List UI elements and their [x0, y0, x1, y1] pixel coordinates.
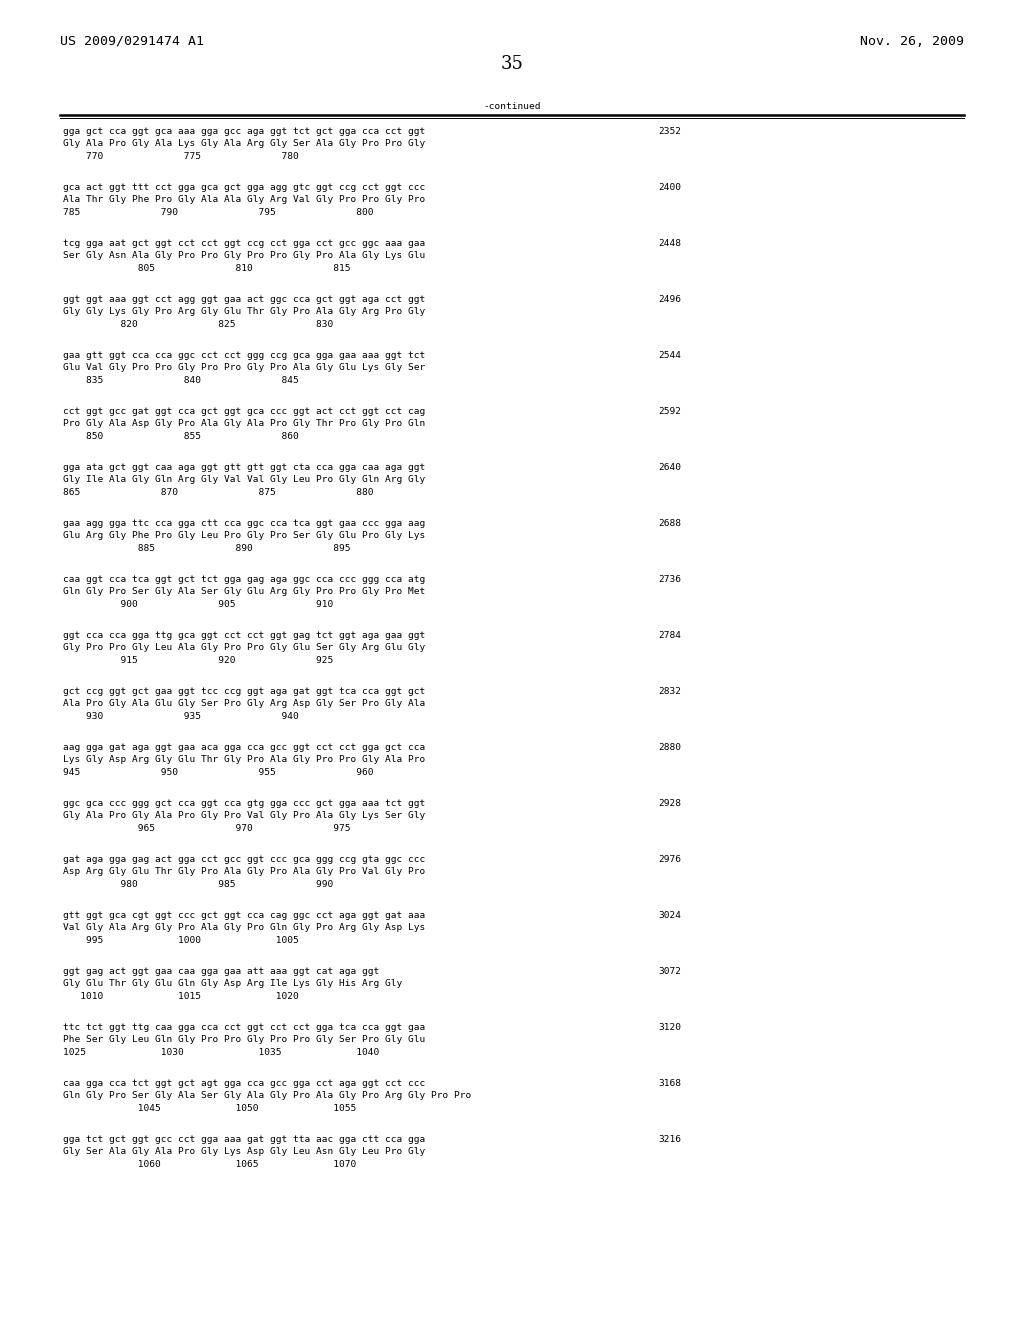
Text: Gly Glu Thr Gly Glu Gln Gly Asp Arg Ile Lys Gly His Arg Gly: Gly Glu Thr Gly Glu Gln Gly Asp Arg Ile …	[63, 979, 402, 989]
Text: 35: 35	[501, 55, 523, 73]
Text: 3120: 3120	[658, 1023, 681, 1032]
Text: 1045             1050             1055: 1045 1050 1055	[63, 1104, 356, 1113]
Text: 3216: 3216	[658, 1135, 681, 1144]
Text: Ala Pro Gly Ala Glu Gly Ser Pro Gly Arg Asp Gly Ser Pro Gly Ala: Ala Pro Gly Ala Glu Gly Ser Pro Gly Arg …	[63, 700, 425, 709]
Text: Lys Gly Asp Arg Gly Glu Thr Gly Pro Ala Gly Pro Pro Gly Ala Pro: Lys Gly Asp Arg Gly Glu Thr Gly Pro Ala …	[63, 755, 425, 764]
Text: 965              970              975: 965 970 975	[63, 824, 350, 833]
Text: 930              935              940: 930 935 940	[63, 711, 299, 721]
Text: Ala Thr Gly Phe Pro Gly Ala Ala Gly Arg Val Gly Pro Pro Gly Pro: Ala Thr Gly Phe Pro Gly Ala Ala Gly Arg …	[63, 195, 425, 205]
Text: Gly Pro Pro Gly Leu Ala Gly Pro Pro Gly Glu Ser Gly Arg Glu Gly: Gly Pro Pro Gly Leu Ala Gly Pro Pro Gly …	[63, 644, 425, 652]
Text: 915              920              925: 915 920 925	[63, 656, 333, 665]
Text: 2640: 2640	[658, 463, 681, 473]
Text: 1025             1030             1035             1040: 1025 1030 1035 1040	[63, 1048, 379, 1057]
Text: US 2009/0291474 A1: US 2009/0291474 A1	[60, 36, 204, 48]
Text: 3072: 3072	[658, 968, 681, 975]
Text: Gly Gly Lys Gly Pro Arg Gly Glu Thr Gly Pro Ala Gly Arg Pro Gly: Gly Gly Lys Gly Pro Arg Gly Glu Thr Gly …	[63, 308, 425, 317]
Text: 2928: 2928	[658, 799, 681, 808]
Text: tcg gga aat gct ggt cct cct ggt ccg cct gga cct gcc ggc aaa gaa: tcg gga aat gct ggt cct cct ggt ccg cct …	[63, 239, 425, 248]
Text: gtt ggt gca cgt ggt ccc gct ggt cca cag ggc cct aga ggt gat aaa: gtt ggt gca cgt ggt ccc gct ggt cca cag …	[63, 911, 425, 920]
Text: Gly Ala Pro Gly Ala Pro Gly Pro Val Gly Pro Ala Gly Lys Ser Gly: Gly Ala Pro Gly Ala Pro Gly Pro Val Gly …	[63, 812, 425, 821]
Text: Glu Arg Gly Phe Pro Gly Leu Pro Gly Pro Ser Gly Glu Pro Gly Lys: Glu Arg Gly Phe Pro Gly Leu Pro Gly Pro …	[63, 532, 425, 540]
Text: 820              825              830: 820 825 830	[63, 319, 333, 329]
Text: Phe Ser Gly Leu Gln Gly Pro Pro Gly Pro Pro Gly Ser Pro Gly Glu: Phe Ser Gly Leu Gln Gly Pro Pro Gly Pro …	[63, 1035, 425, 1044]
Text: gca act ggt ttt cct gga gca gct gga agg gtc ggt ccg cct ggt ccc: gca act ggt ttt cct gga gca gct gga agg …	[63, 183, 425, 191]
Text: 3168: 3168	[658, 1078, 681, 1088]
Text: 2352: 2352	[658, 127, 681, 136]
Text: 2400: 2400	[658, 183, 681, 191]
Text: aag gga gat aga ggt gaa aca gga cca gcc ggt cct cct gga gct cca: aag gga gat aga ggt gaa aca gga cca gcc …	[63, 743, 425, 752]
Text: Asp Arg Gly Glu Thr Gly Pro Ala Gly Pro Ala Gly Pro Val Gly Pro: Asp Arg Gly Glu Thr Gly Pro Ala Gly Pro …	[63, 867, 425, 876]
Text: Glu Val Gly Pro Pro Gly Pro Pro Gly Pro Ala Gly Glu Lys Gly Ser: Glu Val Gly Pro Pro Gly Pro Pro Gly Pro …	[63, 363, 425, 372]
Text: Pro Gly Ala Asp Gly Pro Ala Gly Ala Pro Gly Thr Pro Gly Pro Gln: Pro Gly Ala Asp Gly Pro Ala Gly Ala Pro …	[63, 420, 425, 429]
Text: 785              790              795              800: 785 790 795 800	[63, 209, 374, 216]
Text: 770              775              780: 770 775 780	[63, 152, 299, 161]
Text: 885              890              895: 885 890 895	[63, 544, 350, 553]
Text: 945              950              955              960: 945 950 955 960	[63, 768, 374, 777]
Text: Gln Gly Pro Ser Gly Ala Ser Gly Glu Arg Gly Pro Pro Gly Pro Met: Gln Gly Pro Ser Gly Ala Ser Gly Glu Arg …	[63, 587, 425, 597]
Text: gct ccg ggt gct gaa ggt tcc ccg ggt aga gat ggt tca cca ggt gct: gct ccg ggt gct gaa ggt tcc ccg ggt aga …	[63, 686, 425, 696]
Text: 2544: 2544	[658, 351, 681, 360]
Text: 1010             1015             1020: 1010 1015 1020	[63, 993, 299, 1001]
Text: caa gga cca tct ggt gct agt gga cca gcc gga cct aga ggt cct ccc: caa gga cca tct ggt gct agt gga cca gcc …	[63, 1078, 425, 1088]
Text: gga tct gct ggt gcc cct gga aaa gat ggt tta aac gga ctt cca gga: gga tct gct ggt gcc cct gga aaa gat ggt …	[63, 1135, 425, 1144]
Text: 2448: 2448	[658, 239, 681, 248]
Text: Gly Ala Pro Gly Ala Lys Gly Ala Arg Gly Ser Ala Gly Pro Pro Gly: Gly Ala Pro Gly Ala Lys Gly Ala Arg Gly …	[63, 140, 425, 149]
Text: -continued: -continued	[483, 102, 541, 111]
Text: 2736: 2736	[658, 576, 681, 583]
Text: Gly Ser Ala Gly Ala Pro Gly Lys Asp Gly Leu Asn Gly Leu Pro Gly: Gly Ser Ala Gly Ala Pro Gly Lys Asp Gly …	[63, 1147, 425, 1156]
Text: gaa agg gga ttc cca gga ctt cca ggc cca tca ggt gaa ccc gga aag: gaa agg gga ttc cca gga ctt cca ggc cca …	[63, 519, 425, 528]
Text: Gln Gly Pro Ser Gly Ala Ser Gly Ala Gly Pro Ala Gly Pro Arg Gly Pro Pro: Gln Gly Pro Ser Gly Ala Ser Gly Ala Gly …	[63, 1092, 471, 1101]
Text: 2832: 2832	[658, 686, 681, 696]
Text: cct ggt gcc gat ggt cca gct ggt gca ccc ggt act cct ggt cct cag: cct ggt gcc gat ggt cca gct ggt gca ccc …	[63, 407, 425, 416]
Text: 980              985              990: 980 985 990	[63, 880, 333, 888]
Text: 900              905              910: 900 905 910	[63, 601, 333, 609]
Text: caa ggt cca tca ggt gct tct gga gag aga ggc cca ccc ggg cca atg: caa ggt cca tca ggt gct tct gga gag aga …	[63, 576, 425, 583]
Text: 2784: 2784	[658, 631, 681, 640]
Text: Ser Gly Asn Ala Gly Pro Pro Gly Pro Pro Gly Pro Ala Gly Lys Glu: Ser Gly Asn Ala Gly Pro Pro Gly Pro Pro …	[63, 252, 425, 260]
Text: 2688: 2688	[658, 519, 681, 528]
Text: gga ata gct ggt caa aga ggt gtt gtt ggt cta cca gga caa aga ggt: gga ata gct ggt caa aga ggt gtt gtt ggt …	[63, 463, 425, 473]
Text: 2976: 2976	[658, 855, 681, 865]
Text: 2592: 2592	[658, 407, 681, 416]
Text: 3024: 3024	[658, 911, 681, 920]
Text: 1060             1065             1070: 1060 1065 1070	[63, 1160, 356, 1170]
Text: 995             1000             1005: 995 1000 1005	[63, 936, 299, 945]
Text: 850              855              860: 850 855 860	[63, 432, 299, 441]
Text: Nov. 26, 2009: Nov. 26, 2009	[860, 36, 964, 48]
Text: 805              810              815: 805 810 815	[63, 264, 350, 273]
Text: 2496: 2496	[658, 294, 681, 304]
Text: 2880: 2880	[658, 743, 681, 752]
Text: ggt ggt aaa ggt cct agg ggt gaa act ggc cca gct ggt aga cct ggt: ggt ggt aaa ggt cct agg ggt gaa act ggc …	[63, 294, 425, 304]
Text: gaa gtt ggt cca cca ggc cct cct ggg ccg gca gga gaa aaa ggt tct: gaa gtt ggt cca cca ggc cct cct ggg ccg …	[63, 351, 425, 360]
Text: ggt cca cca gga ttg gca ggt cct cct ggt gag tct ggt aga gaa ggt: ggt cca cca gga ttg gca ggt cct cct ggt …	[63, 631, 425, 640]
Text: Gly Ile Ala Gly Gln Arg Gly Val Val Gly Leu Pro Gly Gln Arg Gly: Gly Ile Ala Gly Gln Arg Gly Val Val Gly …	[63, 475, 425, 484]
Text: 865              870              875              880: 865 870 875 880	[63, 488, 374, 498]
Text: 835              840              845: 835 840 845	[63, 376, 299, 385]
Text: gga gct cca ggt gca aaa gga gcc aga ggt tct gct gga cca cct ggt: gga gct cca ggt gca aaa gga gcc aga ggt …	[63, 127, 425, 136]
Text: gat aga gga gag act gga cct gcc ggt ccc gca ggg ccg gta ggc ccc: gat aga gga gag act gga cct gcc ggt ccc …	[63, 855, 425, 865]
Text: ggc gca ccc ggg gct cca ggt cca gtg gga ccc gct gga aaa tct ggt: ggc gca ccc ggg gct cca ggt cca gtg gga …	[63, 799, 425, 808]
Text: ggt gag act ggt gaa caa gga gaa att aaa ggt cat aga ggt: ggt gag act ggt gaa caa gga gaa att aaa …	[63, 968, 379, 975]
Text: ttc tct ggt ttg caa gga cca cct ggt cct cct gga tca cca ggt gaa: ttc tct ggt ttg caa gga cca cct ggt cct …	[63, 1023, 425, 1032]
Text: Val Gly Ala Arg Gly Pro Ala Gly Pro Gln Gly Pro Arg Gly Asp Lys: Val Gly Ala Arg Gly Pro Ala Gly Pro Gln …	[63, 924, 425, 932]
